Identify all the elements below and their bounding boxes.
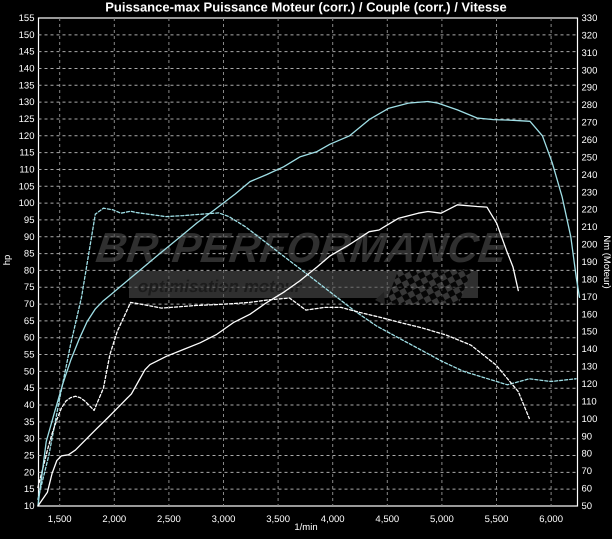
svg-text:20: 20 [24, 467, 35, 478]
svg-text:180: 180 [582, 274, 598, 285]
svg-text:110: 110 [582, 396, 597, 407]
svg-text:130: 130 [582, 362, 598, 373]
svg-text:160: 160 [582, 309, 598, 320]
svg-text:hp: hp [2, 255, 13, 266]
svg-text:230: 230 [582, 187, 598, 198]
svg-text:200: 200 [582, 240, 598, 251]
svg-text:95: 95 [24, 215, 35, 226]
svg-text:290: 290 [582, 83, 598, 94]
svg-text:60: 60 [24, 333, 35, 344]
svg-text:2,000: 2,000 [102, 514, 126, 525]
svg-text:120: 120 [582, 379, 598, 390]
svg-text:35: 35 [24, 417, 35, 428]
svg-text:150: 150 [19, 30, 35, 41]
svg-text:145: 145 [19, 47, 35, 58]
svg-text:260: 260 [582, 135, 598, 146]
svg-text:80: 80 [24, 265, 35, 276]
svg-text:25: 25 [24, 451, 35, 462]
svg-text:140: 140 [582, 344, 598, 355]
svg-text:BR-PERFORMANCE: BR-PERFORMANCE [93, 224, 512, 271]
svg-text:125: 125 [19, 114, 35, 125]
svg-text:Puissance-max Puissance Moteur: Puissance-max Puissance Moteur (corr.) /… [105, 0, 506, 15]
svg-text:30: 30 [24, 434, 35, 445]
svg-text:280: 280 [582, 100, 598, 111]
svg-text:5,500: 5,500 [485, 514, 509, 525]
svg-text:4,000: 4,000 [321, 514, 345, 525]
svg-text:5,000: 5,000 [430, 514, 454, 525]
svg-text:210: 210 [582, 222, 598, 233]
svg-text:Nm (Moteur): Nm (Moteur) [601, 235, 612, 288]
svg-text:60: 60 [582, 484, 593, 495]
svg-text:55: 55 [24, 350, 35, 361]
svg-text:115: 115 [19, 148, 34, 159]
svg-text:130: 130 [19, 97, 35, 108]
svg-text:135: 135 [19, 80, 35, 91]
svg-text:190: 190 [582, 257, 598, 268]
svg-text:50: 50 [24, 366, 35, 377]
svg-text:10: 10 [24, 501, 35, 512]
svg-text:120: 120 [19, 131, 35, 142]
svg-text:140: 140 [19, 64, 35, 75]
svg-text:270: 270 [582, 118, 598, 129]
svg-text:310: 310 [582, 48, 598, 59]
svg-text:40: 40 [24, 400, 35, 411]
svg-text:90: 90 [582, 431, 593, 442]
svg-text:105: 105 [19, 181, 35, 192]
svg-text:65: 65 [24, 316, 35, 327]
svg-text:330: 330 [582, 13, 598, 24]
svg-text:70: 70 [582, 466, 593, 477]
svg-text:70: 70 [24, 299, 35, 310]
svg-text:110: 110 [19, 164, 34, 175]
svg-text:75: 75 [24, 282, 35, 293]
svg-text:300: 300 [582, 65, 598, 76]
svg-text:85: 85 [24, 249, 35, 260]
svg-text:3,000: 3,000 [212, 514, 236, 525]
svg-text:6,000: 6,000 [539, 514, 563, 525]
svg-text:4,500: 4,500 [375, 514, 399, 525]
svg-text:80: 80 [582, 449, 593, 460]
svg-text:220: 220 [582, 205, 598, 216]
svg-text:100: 100 [19, 198, 35, 209]
svg-text:170: 170 [582, 292, 598, 303]
svg-text:150: 150 [582, 327, 598, 338]
svg-text:45: 45 [24, 383, 35, 394]
svg-text:320: 320 [582, 30, 598, 41]
svg-text:90: 90 [24, 232, 35, 243]
svg-text:15: 15 [24, 484, 35, 495]
svg-text:240: 240 [582, 170, 598, 181]
svg-text:optimisation moteur: optimisation moteur [138, 277, 303, 296]
svg-text:1,500: 1,500 [48, 514, 72, 525]
svg-text:250: 250 [582, 152, 598, 163]
svg-text:50: 50 [582, 501, 593, 512]
svg-text:155: 155 [19, 13, 35, 24]
svg-text:100: 100 [582, 414, 598, 425]
svg-text:3,500: 3,500 [266, 514, 290, 525]
svg-text:1/min: 1/min [294, 522, 317, 533]
svg-text:2,500: 2,500 [157, 514, 181, 525]
